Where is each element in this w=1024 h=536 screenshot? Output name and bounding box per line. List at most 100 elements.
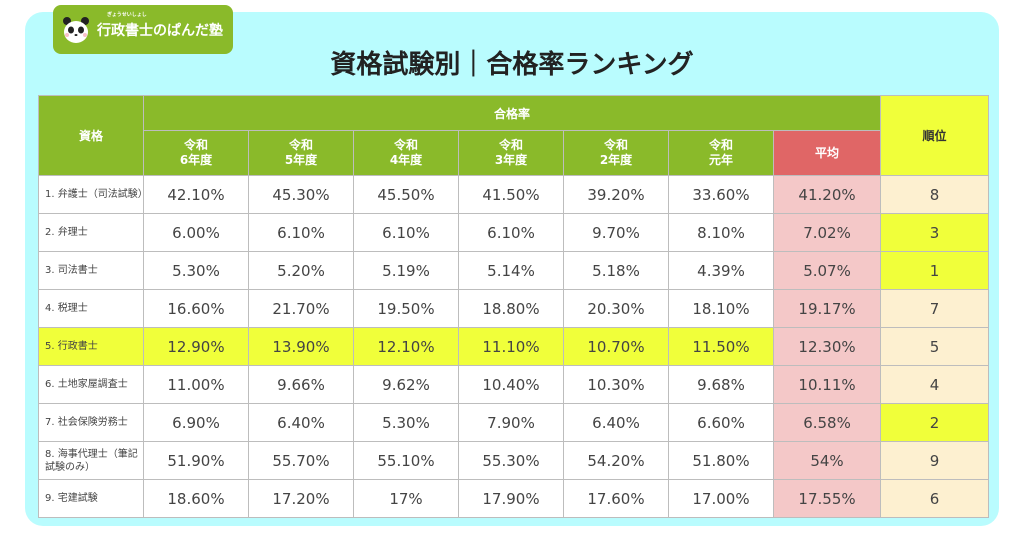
pass-rate-cell: 16.60% [143, 289, 249, 328]
qualification-name: 2. 弁理士 [38, 213, 144, 252]
pass-rate-cell: 6.00% [143, 213, 249, 252]
logo-text: 行政書士のぱんだ塾 [97, 22, 223, 39]
average-cell: 12.30% [772, 327, 882, 366]
pass-rate-cell: 17.20% [248, 479, 354, 518]
qualification-name: 7. 社会保険労務士 [38, 403, 144, 442]
pass-rate-cell: 45.30% [248, 175, 354, 214]
table-row: 5. 行政書士 12.90% 13.90% 12.10% 11.10% 10.70% 11.… [38, 327, 990, 366]
average-cell: 6.58% [772, 403, 882, 442]
header-pass-rate: 合格率 [142, 95, 882, 131]
pass-rate-cell: 20.30% [563, 289, 669, 328]
pass-rate-cell: 17% [353, 479, 459, 518]
pass-rate-cell: 6.10% [353, 213, 459, 252]
pass-rate-cell: 6.10% [248, 213, 354, 252]
pass-rate-cell: 10.30% [563, 365, 669, 404]
qualification-name: 3. 司法書士 [38, 251, 144, 290]
panda-icon [63, 16, 89, 43]
average-cell: 10.11% [772, 365, 882, 404]
pass-rate-cell: 5.30% [143, 251, 249, 290]
rank-cell: 3 [880, 213, 990, 252]
header-year: 令和 元年 [668, 130, 774, 176]
pass-rate-cell: 21.70% [248, 289, 354, 328]
qualification-name: 6. 土地家屋調査士 [38, 365, 144, 404]
average-cell: 54% [772, 441, 882, 480]
rank-cell: 9 [880, 441, 990, 480]
rank-cell: 7 [880, 289, 990, 328]
pass-rate-cell: 11.50% [668, 327, 774, 366]
page-title: 資格試験別｜合格率ランキング [330, 50, 694, 80]
average-cell: 7.02% [772, 213, 882, 252]
header-rank: 順位 [880, 95, 990, 176]
pass-rate-cell: 5.14% [458, 251, 564, 290]
table-row: 7. 社会保険労務士 6.90% 6.40% 5.30% 7.90% 6.40% 6.60%… [38, 403, 990, 442]
table-row: 9. 宅建試験 18.60% 17.20% 17% 17.90% 17.60% 17.00%… [38, 479, 990, 518]
rank-cell: 8 [880, 175, 990, 214]
pass-rate-cell: 10.40% [458, 365, 564, 404]
pass-rate-cell: 9.66% [248, 365, 354, 404]
pass-rate-cell: 5.20% [248, 251, 354, 290]
pass-rate-cell: 6.40% [563, 403, 669, 442]
pass-rate-cell: 17.00% [668, 479, 774, 518]
pass-rate-cell: 4.39% [668, 251, 774, 290]
pass-rate-cell: 11.10% [458, 327, 564, 366]
pass-rate-cell: 18.80% [458, 289, 564, 328]
header-year: 令和 6年度 [143, 130, 249, 176]
pass-rate-cell: 33.60% [668, 175, 774, 214]
pass-rate-cell: 55.30% [458, 441, 564, 480]
average-cell: 17.55% [772, 479, 882, 518]
rank-cell: 5 [880, 327, 990, 366]
table-row: 8. 海事代理士（筆記試験のみ） 51.90% 55.70% 55.10% 55.30%… [38, 441, 990, 480]
pass-rate-cell: 45.50% [353, 175, 459, 214]
pass-rate-cell: 13.90% [248, 327, 354, 366]
header-average: 平均 [772, 130, 882, 176]
pass-rate-cell: 18.60% [143, 479, 249, 518]
qualification-name: 9. 宅建試験 [38, 479, 144, 518]
pass-rate-cell: 9.68% [668, 365, 774, 404]
pass-rate-cell: 41.50% [458, 175, 564, 214]
pass-rate-cell: 42.10% [143, 175, 249, 214]
pass-rate-cell: 12.10% [353, 327, 459, 366]
header-year: 令和 2年度 [563, 130, 669, 176]
pass-rate-cell: 18.10% [668, 289, 774, 328]
pass-rate-cell: 17.60% [563, 479, 669, 518]
table-row: 1. 弁護士（司法試験） 42.10% 45.30% 45.50% 41.50% 39.2… [38, 175, 990, 214]
pass-rate-cell: 7.90% [458, 403, 564, 442]
pass-rate-cell: 6.90% [143, 403, 249, 442]
pass-rate-cell: 5.30% [353, 403, 459, 442]
pass-rate-cell: 55.70% [248, 441, 354, 480]
pass-rate-cell: 54.20% [563, 441, 669, 480]
pass-rate-cell: 51.90% [143, 441, 249, 480]
header-year: 令和 4年度 [353, 130, 459, 176]
pass-rate-cell: 9.62% [353, 365, 459, 404]
pass-rate-cell: 5.18% [563, 251, 669, 290]
table-row: 3. 司法書士 5.30% 5.20% 5.19% 5.14% 5.18% 4.39% 5.0… [38, 251, 990, 290]
qualification-name: 4. 税理士 [38, 289, 144, 328]
pass-rate-cell: 8.10% [668, 213, 774, 252]
pass-rate-cell: 6.40% [248, 403, 354, 442]
pass-rate-cell: 6.60% [668, 403, 774, 442]
pass-rate-cell: 51.80% [668, 441, 774, 480]
table-row: 2. 弁理士 6.00% 6.10% 6.10% 6.10% 9.70% 8.10% 7.02… [38, 213, 990, 252]
header-year: 令和 3年度 [458, 130, 564, 176]
header-qualification: 資格 [38, 95, 144, 176]
qualification-name: 5. 行政書士 [38, 327, 144, 366]
qualification-name: 8. 海事代理士（筆記試験のみ） [38, 441, 144, 480]
logo[interactable]: ぎょうせいしょし行政書士のぱんだ塾 [53, 5, 233, 54]
pass-rate-cell: 17.90% [458, 479, 564, 518]
rank-cell: 6 [880, 479, 990, 518]
rank-cell: 1 [880, 251, 990, 290]
pass-rate-cell: 6.10% [458, 213, 564, 252]
average-cell: 19.17% [772, 289, 882, 328]
rank-cell: 2 [880, 403, 990, 442]
pass-rate-cell: 12.90% [143, 327, 249, 366]
rank-cell: 4 [880, 365, 990, 404]
pass-rate-cell: 19.50% [353, 289, 459, 328]
pass-rate-cell: 39.20% [563, 175, 669, 214]
table-row: 6. 土地家屋調査士 11.00% 9.66% 9.62% 10.40% 10.30% 9.… [38, 365, 990, 404]
table-row: 4. 税理士 16.60% 21.70% 19.50% 18.80% 20.30% 18.1… [38, 289, 990, 328]
pass-rate-cell: 55.10% [353, 441, 459, 480]
logo-ruby: ぎょうせいしょし [107, 11, 147, 18]
pass-rate-table: 資格 合格率 順位 令和 6年度 令和 5年度 令和 4年度 令和 3年度 令和 2年度… [38, 95, 990, 518]
pass-rate-cell: 11.00% [143, 365, 249, 404]
pass-rate-cell: 5.19% [353, 251, 459, 290]
